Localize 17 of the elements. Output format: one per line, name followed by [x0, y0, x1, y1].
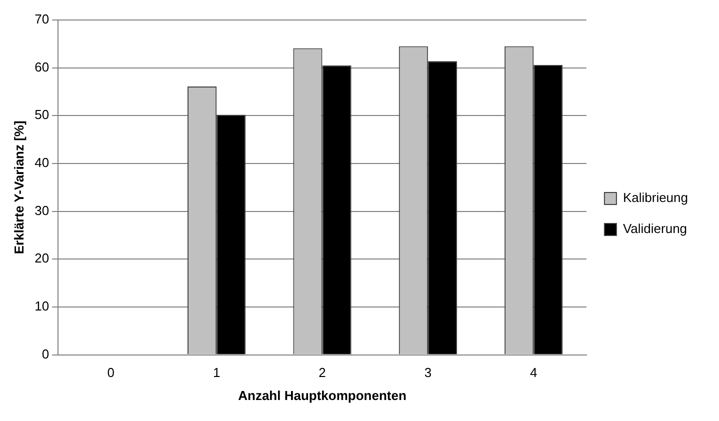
y-tick-label: 30 — [34, 202, 50, 218]
x-tick-label: 2 — [318, 365, 326, 380]
x-axis-title: Anzahl Hauptkomponenten — [238, 388, 406, 403]
y-tick-label: 60 — [34, 59, 50, 74]
y-tick-label: 10 — [34, 298, 50, 314]
x-tick-label: 0 — [107, 365, 115, 380]
legend-label: Kalibrieung — [622, 190, 688, 206]
y-tick-label: 0 — [42, 346, 50, 362]
legend-label: Validierung — [622, 221, 688, 236]
x-tick-label: 1 — [212, 365, 220, 380]
y-tick-label: 20 — [34, 250, 50, 266]
x-tick-label: 3 — [424, 365, 432, 380]
y-tick-label: 40 — [34, 155, 50, 170]
y-axis-title: Erklärte Y-Varianz [%] — [11, 120, 26, 254]
y-tick-label: 70 — [34, 12, 50, 27]
x-tick-label: 4 — [530, 365, 538, 380]
y-tick-label: 50 — [34, 107, 50, 122]
